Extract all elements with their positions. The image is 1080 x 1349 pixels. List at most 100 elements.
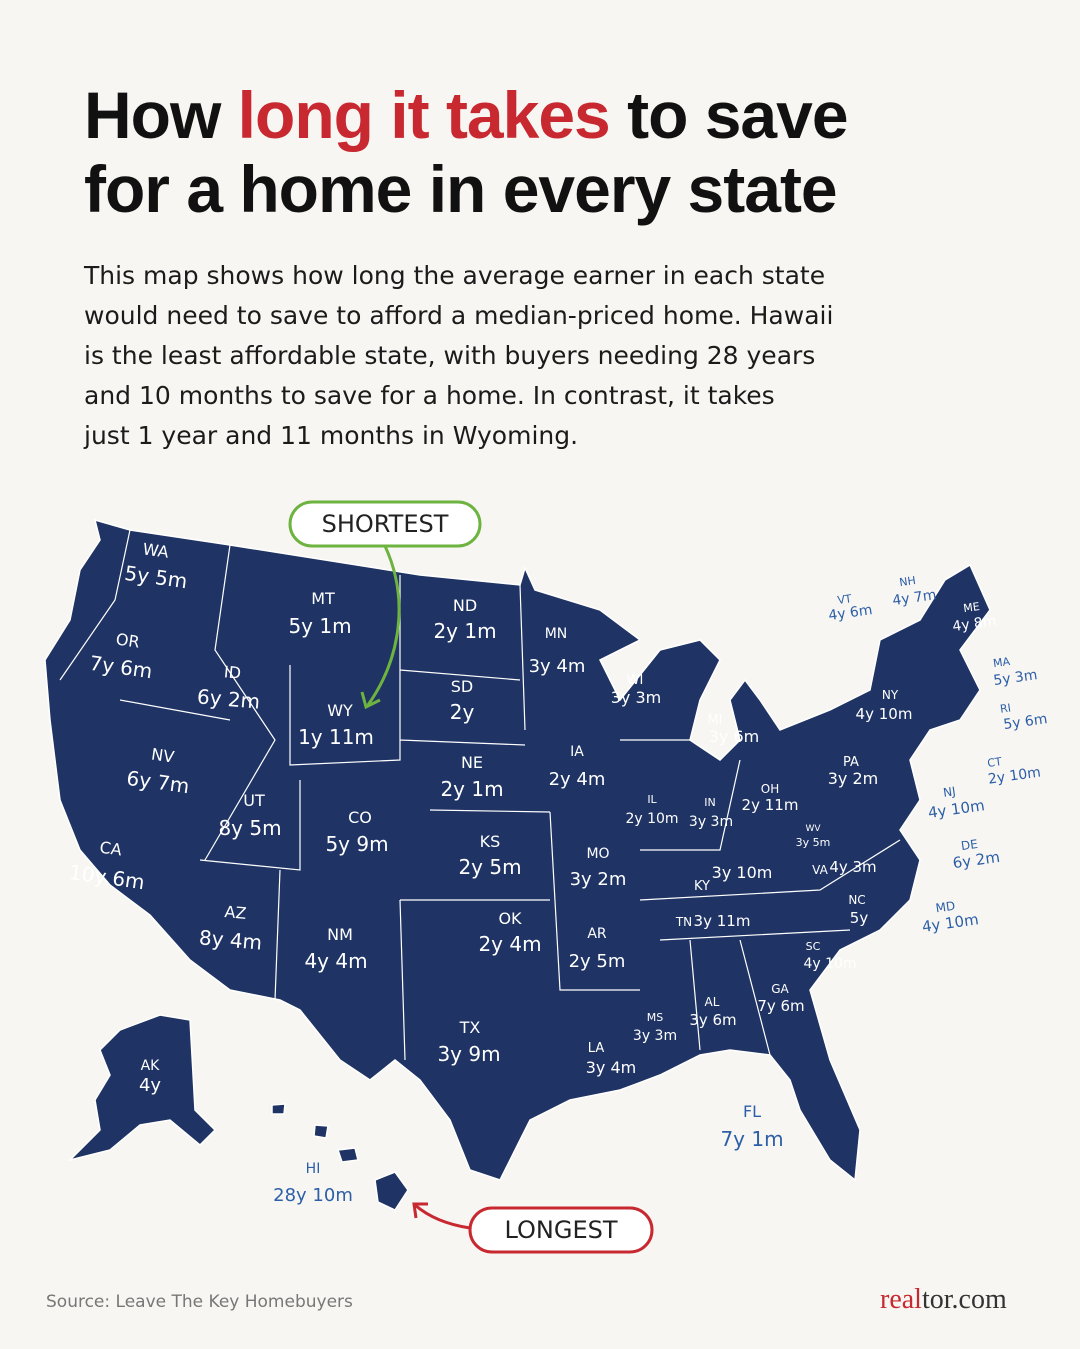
state-abbr: MS [647, 1011, 663, 1024]
state-abbr: VA [812, 863, 828, 877]
state-abbr: MA [992, 655, 1011, 670]
state-value: 5y 1m [288, 614, 351, 638]
state-abbr: NH [898, 574, 916, 589]
state-abbr: UT [243, 791, 265, 810]
state-abbr: FL [743, 1102, 761, 1121]
state-value: 2y 10m [625, 811, 678, 827]
state-abbr: MT [311, 589, 335, 608]
state-abbr: AZ [224, 902, 248, 923]
state-value: 2y 4m [478, 932, 541, 956]
state-abbr: TX [459, 1018, 481, 1037]
state-abbr: HI [306, 1161, 321, 1177]
state-value: 4y 10m [856, 705, 913, 723]
state-abbr: NM [327, 925, 353, 944]
state-value: 2y 5m [458, 855, 521, 879]
state-abbr: IL [647, 793, 657, 806]
state-value: 6y 2m [196, 684, 261, 713]
state-abbr: OR [115, 629, 141, 651]
state-value: 3y 4m [586, 1058, 637, 1077]
state-borders [59, 529, 901, 1061]
state-abbr: WV [805, 824, 821, 834]
us-map [44, 518, 991, 1211]
intro-line: would need to save to afford a median-pr… [84, 301, 834, 330]
state-value: 4y 6m [827, 602, 873, 624]
state-abbr: KS [480, 832, 501, 851]
callout-shortest: SHORTEST [288, 500, 482, 710]
state-abbr: ID [223, 662, 242, 682]
intro: This map shows how long the average earn… [84, 256, 833, 456]
state-abbr: MD [935, 899, 956, 916]
state-abbr: SD [451, 677, 473, 696]
source: Source: Leave The Key Homebuyers [46, 1292, 353, 1312]
state-abbr: AL [705, 995, 720, 1009]
state-value: 5y 3m [992, 667, 1038, 689]
state-value: 3y 3m [611, 688, 662, 707]
state-value: 5y 6m [1002, 711, 1048, 733]
state-value: 3y 11m [694, 912, 751, 930]
state-abbr: AR [587, 926, 607, 942]
title-text: to save [627, 78, 848, 152]
state-abbr: CT [986, 755, 1002, 770]
hawaii [271, 1103, 409, 1211]
contiguous-us [44, 518, 991, 1182]
callout-arrow [412, 1202, 471, 1230]
state-abbr: NC [848, 893, 865, 907]
state-value: 3y 2m [828, 769, 879, 788]
state-value: 3y 6m [689, 1011, 736, 1029]
callout-box [468, 1206, 654, 1254]
state-value: 2y [450, 700, 475, 724]
state-value: 5y [850, 909, 869, 927]
state-value: 3y 5m [796, 836, 831, 849]
state-abbr: NE [461, 753, 483, 772]
state-value: 3y 6m [709, 727, 760, 746]
state-abbr: MO [586, 846, 609, 862]
state-abbr: GA [771, 982, 789, 996]
logo: realtor.com [880, 1284, 1007, 1316]
state-abbr: MN [545, 626, 568, 642]
state-value: 2y 10m [987, 764, 1042, 787]
logo-part: real [880, 1284, 922, 1315]
state-abbr: IA [570, 744, 584, 760]
state-abbr: PA [843, 755, 859, 770]
state-abbr: AK [141, 1058, 161, 1074]
state-abbr: ME [962, 600, 980, 615]
title-text: for a home in every state [84, 152, 838, 226]
state-value: 6y 2m [952, 848, 1001, 872]
state-value: 4y 10m [927, 796, 986, 822]
state-value: 7y 1m [720, 1127, 783, 1151]
callout-arrow [360, 545, 401, 710]
state-abbr: RI [999, 701, 1012, 715]
state-value: 3y 3m [689, 814, 733, 830]
callout-label: LONGEST [504, 1216, 617, 1244]
state-abbr: TN [675, 915, 692, 929]
state-abbr: DE [960, 837, 979, 853]
state-value: 8y 4m [198, 925, 263, 954]
state-value: 4y 10m [921, 910, 980, 936]
intro-line: and 10 months to save for a home. In con… [84, 381, 775, 410]
state-abbr: OH [761, 782, 779, 796]
state-abbr: OK [498, 909, 522, 928]
alaska [67, 1014, 217, 1162]
state-abbr: NY [882, 688, 899, 702]
state-value: 4y 3m [829, 858, 876, 876]
intro-line: just 1 year and 11 months in Wyoming. [84, 421, 579, 450]
state-abbr: WA [142, 539, 170, 561]
state-abbr: SC [806, 940, 821, 953]
state-value: 7y 6m [757, 997, 804, 1015]
state-value: 3y 2m [570, 869, 627, 890]
state-value: 2y 1m [433, 619, 496, 643]
state-abbr: WI [627, 673, 644, 688]
state-abbr: NV [150, 745, 175, 767]
title-highlight: long it takes [237, 78, 611, 152]
state-abbr: VT [837, 592, 853, 607]
state-value: 3y 4m [529, 656, 586, 677]
state-value: 4y 10m [803, 956, 856, 972]
state-value: 2y 11m [742, 796, 799, 814]
state-value: 8y 5m [218, 816, 281, 840]
intro-line: is the least affordable state, with buye… [84, 341, 816, 370]
intro-line: This map shows how long the average earn… [84, 261, 826, 290]
state-abbr: IN [704, 796, 715, 809]
state-abbr: NJ [942, 784, 956, 800]
